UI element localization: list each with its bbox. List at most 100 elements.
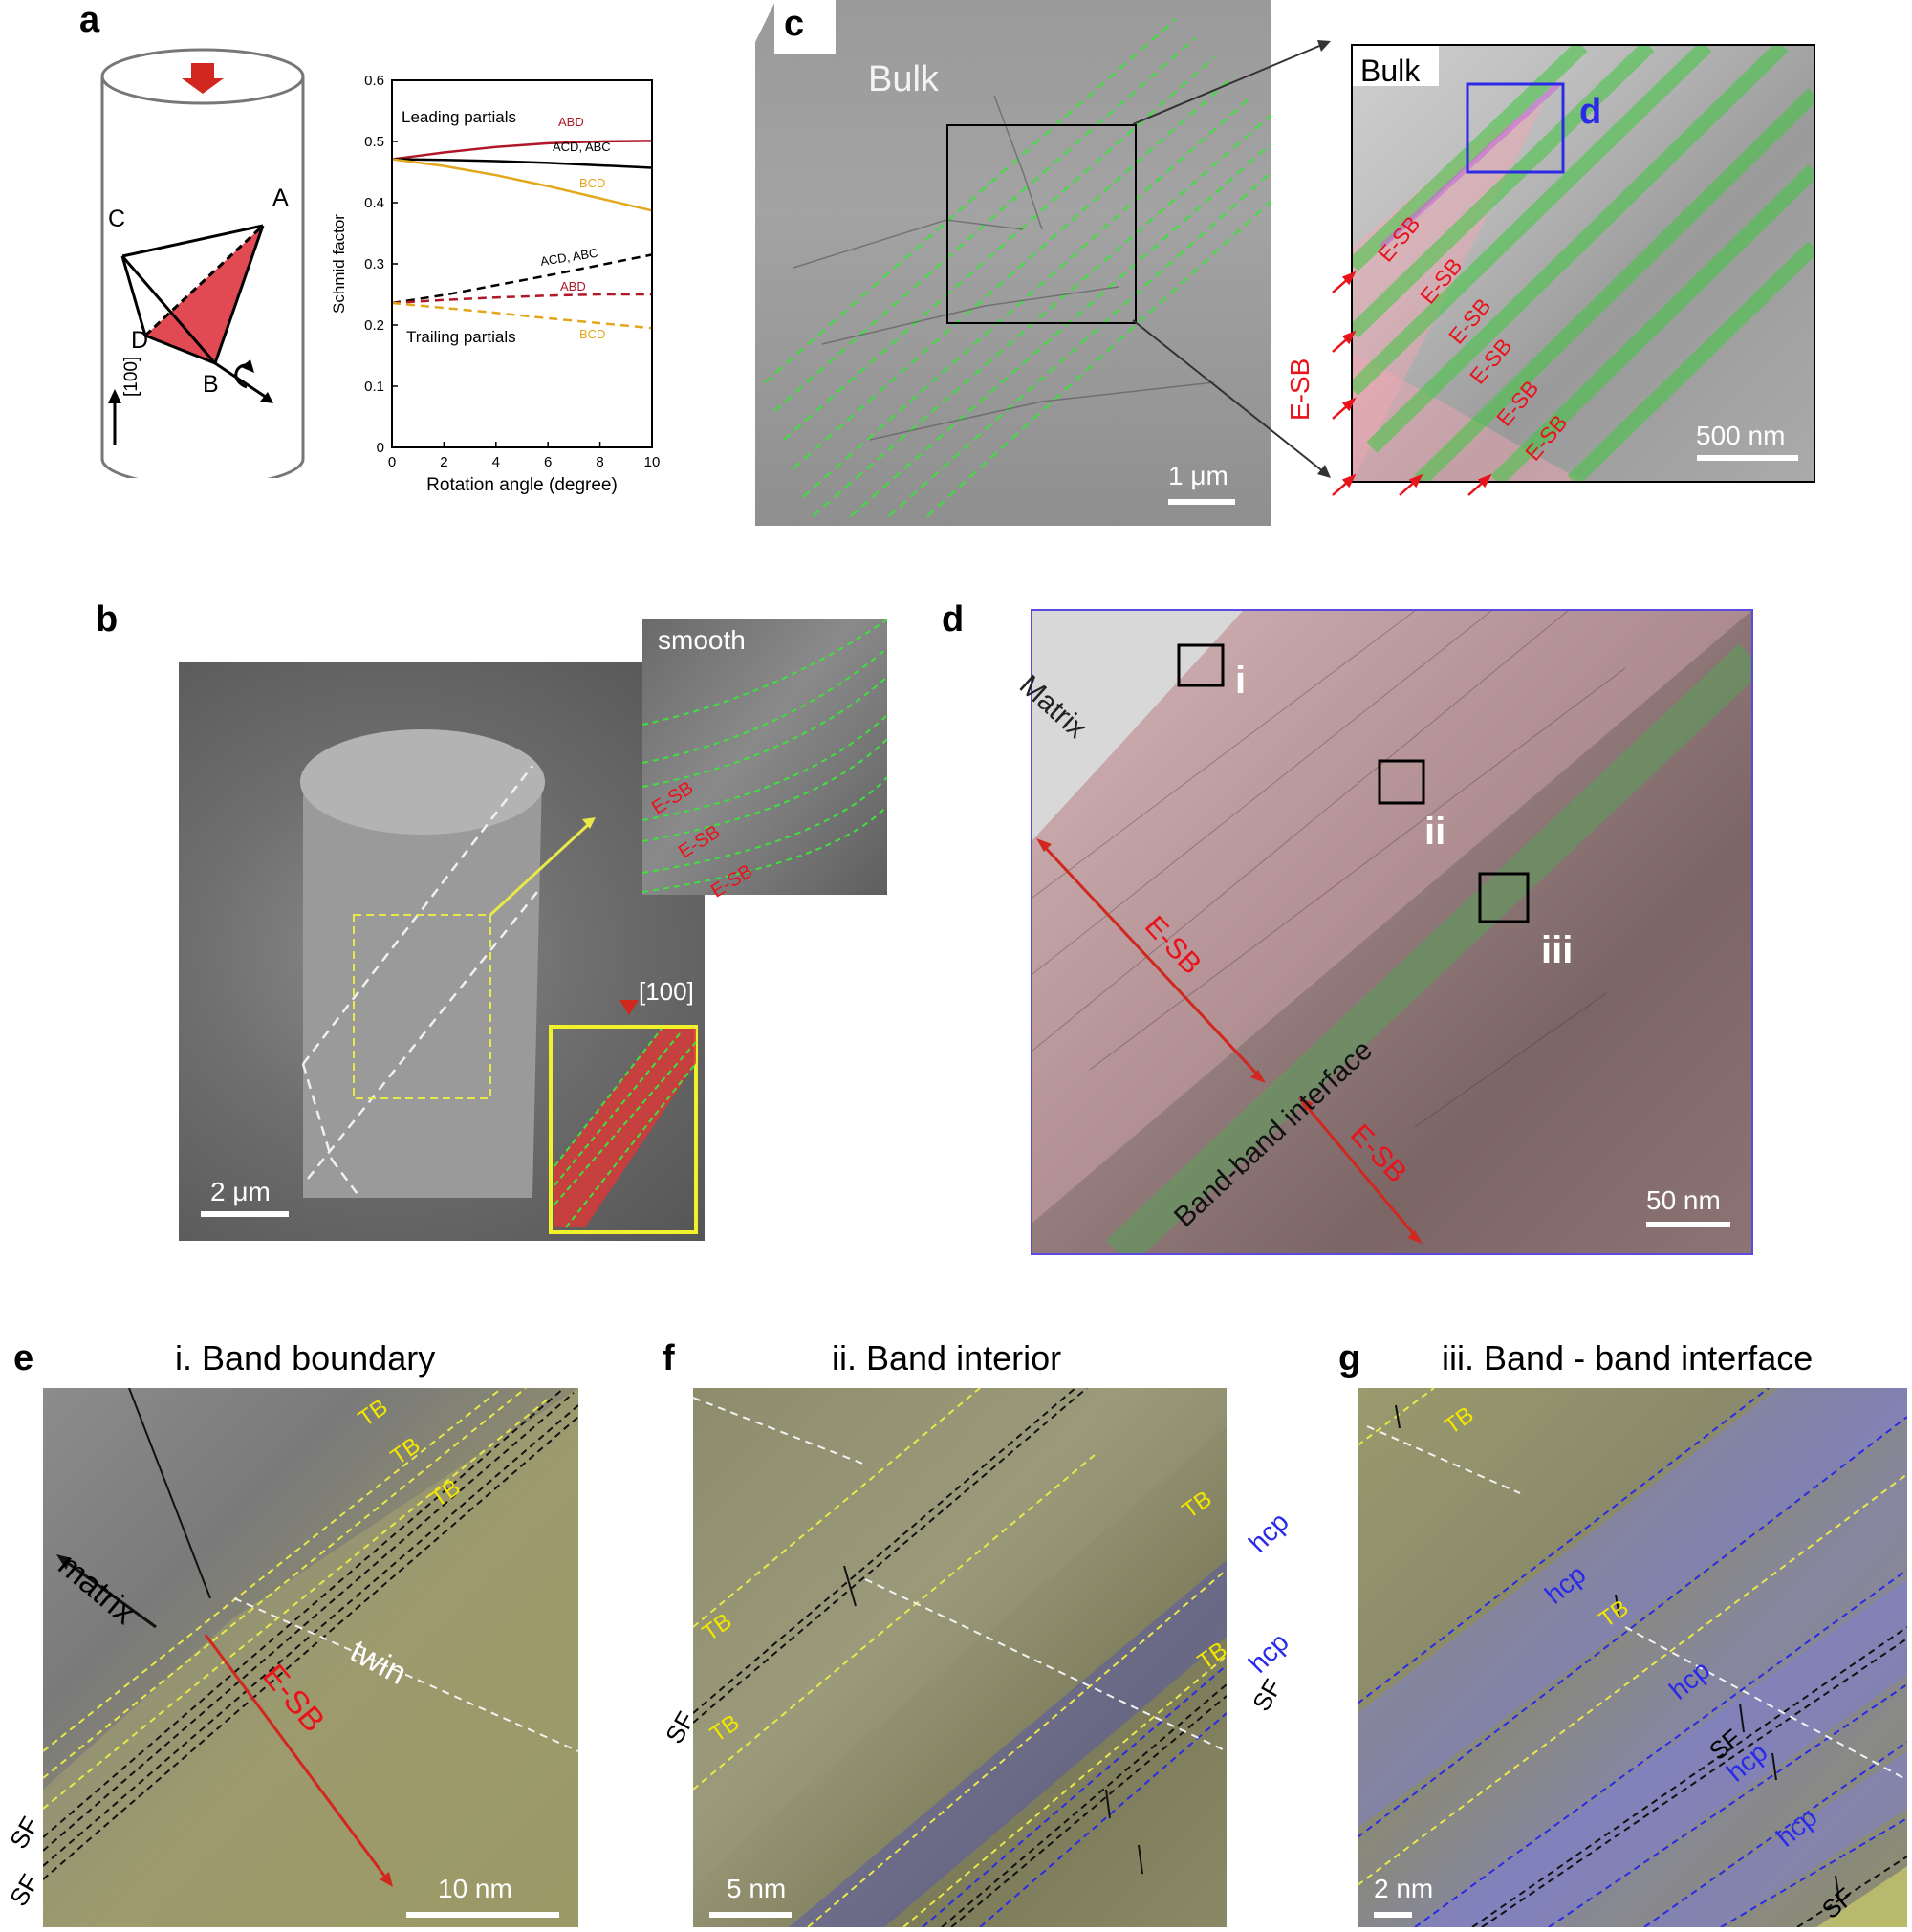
scalebar-5nm-label: 5 nm (727, 1874, 787, 1903)
hcp-label-f-2: hcp (1243, 1627, 1294, 1679)
x-tick-label-2: 4 (492, 454, 500, 470)
tb-band-f (693, 1388, 1227, 1885)
slip-plane (145, 226, 263, 363)
scalebar-500nm-label: 500 nm (1696, 421, 1786, 450)
matrix-arrow (63, 1558, 157, 1629)
rotation-axis (214, 361, 271, 402)
panel-e-hrtem-image (43, 1388, 578, 1927)
x-axis-label: Rotation angle (degree) (426, 475, 618, 495)
panel-e-title: i. Band boundary (175, 1338, 436, 1378)
box-i-label: i (1235, 660, 1247, 702)
panel-letter-e: e (13, 1338, 34, 1378)
sf-label-e-1: SF (4, 1812, 45, 1854)
y-tick-label-6: 0.6 (364, 73, 384, 89)
esb-arrow-2 (1302, 1102, 1419, 1239)
vertex-label-A: A (272, 185, 289, 211)
box-iii-label: iii (1541, 929, 1574, 971)
sem-overlay (300, 729, 596, 1199)
esb-vertical-label: E-SB (1285, 358, 1314, 421)
twin-region (43, 1388, 578, 1927)
hcp-band-f (789, 1560, 1227, 1927)
smooth-label: smooth (658, 625, 746, 655)
rotation-arrowhead (241, 359, 254, 373)
x-tick-label-1: 2 (440, 454, 447, 470)
pillar-body (303, 753, 542, 1198)
y-tick-label-3: 0.3 (364, 256, 384, 272)
schematic-red-band (554, 1029, 696, 1227)
scalebar-1um (1168, 499, 1235, 505)
panel-f-title: ii. Band interior (832, 1338, 1062, 1378)
x-tick-label-4: 8 (596, 454, 603, 470)
y-tick-label-1: 0.1 (364, 379, 384, 395)
cylinder-diagram (100, 48, 305, 478)
trailing-partials-label: Trailing partials (406, 328, 516, 346)
y-tick-label-2: 0.2 (364, 317, 384, 334)
pillar-top (300, 729, 545, 835)
sf-label-e-2: SF (4, 1869, 45, 1911)
bulk-zoom-box (946, 124, 1137, 324)
direction-label: [100] (121, 356, 141, 397)
panel-letter-d: d (942, 599, 965, 640)
edge-C-A (121, 224, 264, 258)
edge-A-B (213, 225, 265, 364)
panel-g-hrtem-image (1358, 1388, 1907, 1927)
scalebar-2nm (1374, 1912, 1412, 1918)
series-line-3 (391, 253, 653, 305)
scalebar-10nm-label: 10 nm (438, 1874, 512, 1903)
d-region-box (1466, 82, 1565, 174)
plot-frame (391, 79, 653, 448)
box-ii (1378, 759, 1425, 805)
panel-letter-a: a (79, 0, 100, 40)
bulk-tem-image (755, 0, 1271, 526)
sf-label-f-2: SF (1247, 1674, 1288, 1716)
connector-arrowhead-top-icon (1317, 40, 1331, 52)
panel-f-overlay (693, 1388, 1227, 1927)
series-label-bcd-trailing: BCD (579, 327, 605, 341)
panel-e-overlay (43, 1388, 578, 1927)
edge-D-B (144, 334, 216, 365)
y-tick-label-5: 0.5 (364, 134, 384, 150)
y-tick-label-0: 0 (377, 440, 384, 456)
cylinder-bottom (100, 458, 305, 478)
bulk-label-left: Bulk (868, 59, 939, 99)
x-tick-label-5: 10 (644, 454, 661, 470)
scalebar-2um (201, 1211, 289, 1217)
box-iii (1478, 872, 1530, 923)
scalebar-50nm (1646, 1222, 1730, 1227)
scalebar-500nm (1697, 455, 1798, 461)
panel-g-overlay (1358, 1388, 1907, 1927)
box-i (1177, 643, 1225, 687)
scalebar-10nm (406, 1912, 559, 1918)
scalebar-5nm (709, 1912, 792, 1918)
direction-arrowhead-icon (108, 389, 121, 403)
hcp-band-g-1 (1358, 1388, 1907, 1828)
leading-partials-label: Leading partials (402, 108, 516, 126)
load-arrow-icon (182, 63, 224, 94)
series-label-bcd-leading: BCD (579, 176, 605, 190)
inset-pointer (489, 821, 592, 917)
hcp-band-g-2 (1415, 1579, 1907, 1927)
connector-arrowhead-bottom-icon (1317, 465, 1331, 478)
zoom-connector-arrows (1132, 40, 1331, 478)
scalebar-2um-label: 2 μm (210, 1177, 271, 1206)
scalebar-1um-label: 1 μm (1168, 461, 1228, 490)
matrix-region (1032, 611, 1243, 840)
d-box-label: d (1579, 92, 1602, 132)
edge-C-B (120, 255, 217, 364)
box-ii-label: ii (1424, 811, 1446, 853)
esb-arrow-1 (1040, 842, 1262, 1079)
schmid-factor-chart: 0 2 4 6 8 10 0 0.1 0.2 0.3 0.4 0.5 0.6 Rotation angl… (330, 73, 661, 495)
zoom-tem-image (1351, 44, 1815, 483)
panel-g-title: iii. Band - band interface (1442, 1338, 1814, 1378)
bulk-label-right: Bulk (1360, 54, 1421, 88)
schematic-direction-label: [100] (639, 977, 694, 1006)
x-tick-label-3: 6 (544, 454, 552, 470)
vertex-label-D: D (131, 327, 149, 354)
series-label-abd-trailing: ABD (560, 279, 586, 293)
edge-D-A (143, 224, 265, 337)
series-line-1 (391, 158, 653, 169)
panel-letter-g: g (1338, 1338, 1361, 1378)
rotation-axis-arrowhead (260, 392, 273, 403)
hcp-band-g-3 (1644, 1751, 1907, 1927)
esb-pink-overlay (1032, 611, 1751, 1223)
